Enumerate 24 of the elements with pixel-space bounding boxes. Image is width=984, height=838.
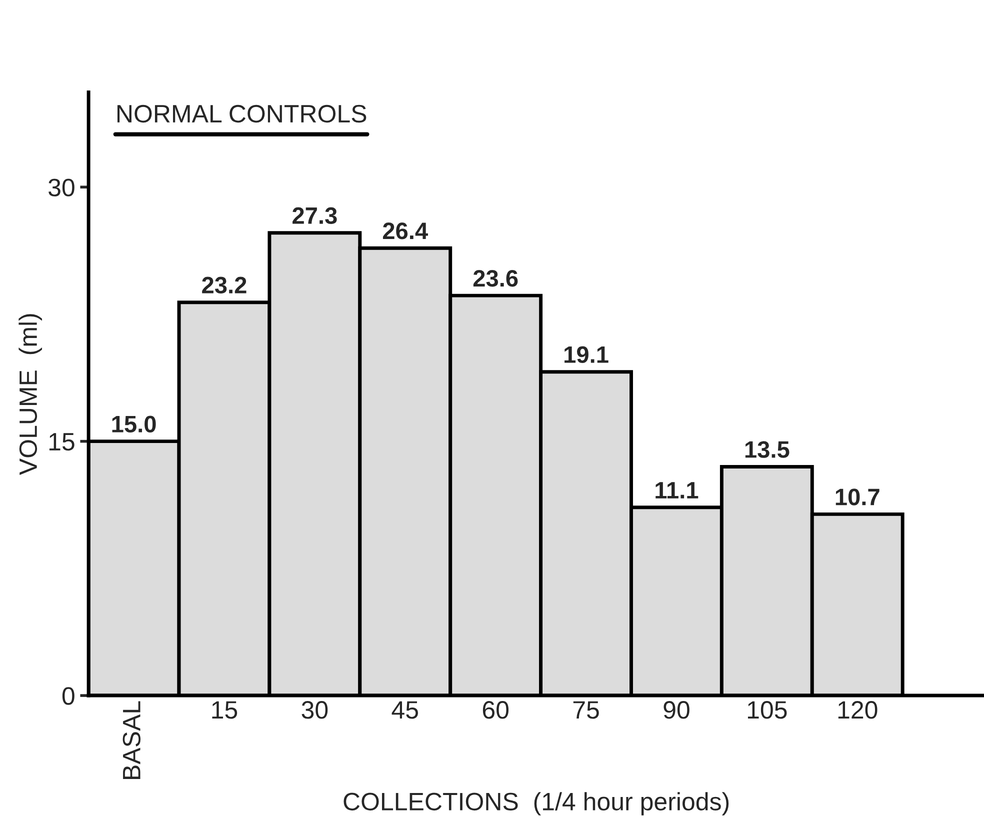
x-axis-title: COLLECTIONS (1/4 hour periods) [344,792,729,816]
x-tick-label: 45 [392,701,418,719]
y-axis-title: VOLUME (ml) [18,314,42,475]
data-label: 26.4 [382,222,428,240]
x-tick-label: 15 [212,701,238,719]
x-tick-label: BASAL [122,701,140,779]
data-label: 10.7 [836,488,880,506]
data-label: 23.6 [473,270,518,287]
x-tick-label: 30 [302,701,328,719]
data-label: 23.2 [202,276,246,294]
y-tick-label: 30 [48,178,74,196]
x-tick-label: 105 [748,701,787,719]
y-tick-label: 15 [49,433,74,451]
data-label: 27.3 [292,207,337,224]
x-tick-label: 90 [664,701,690,719]
data-label: 15.0 [112,416,156,432]
data-label: 13.5 [745,441,790,458]
x-tick-label: 60 [482,701,509,719]
x-tick-label: 75 [573,701,599,719]
data-label: 11.1 [656,482,698,498]
x-tick-label: 120 [838,701,878,719]
chart-title: NORMAL CONTROLS [117,104,366,123]
y-tick-label: 0 [62,687,74,705]
data-label: 19.1 [564,346,608,363]
